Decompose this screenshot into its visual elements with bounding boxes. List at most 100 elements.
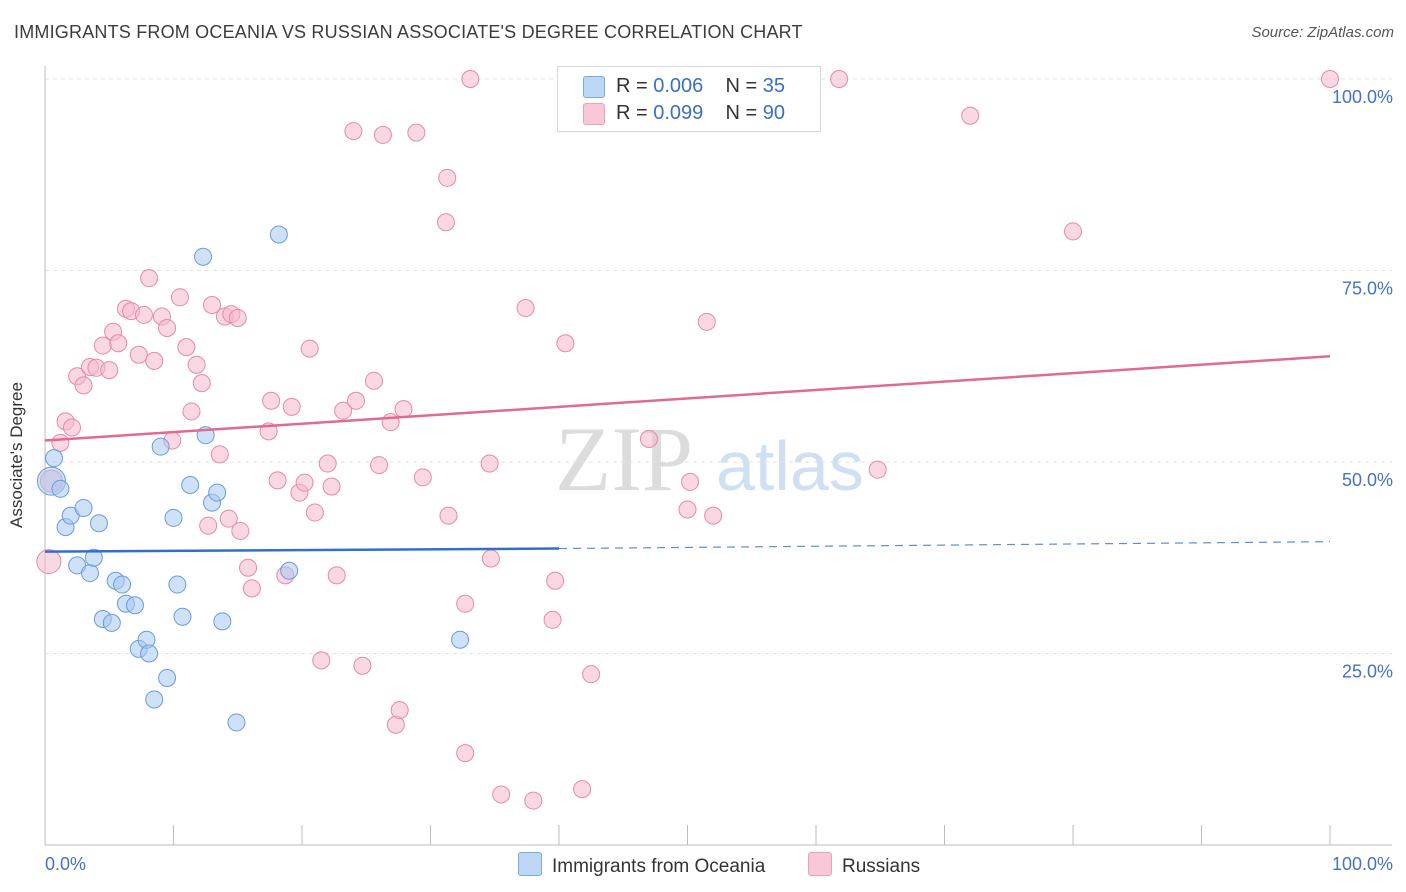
russians-point (370, 456, 389, 475)
russians-point (436, 213, 455, 232)
russians-point (327, 566, 346, 585)
russians-point (461, 70, 480, 88)
oceania-point (140, 644, 159, 663)
russians-point (109, 334, 128, 353)
russians-point (170, 288, 189, 307)
legend-n-value: 35 (762, 75, 786, 97)
oceania-point (194, 247, 213, 266)
russians-point (344, 122, 363, 141)
russians-point (158, 318, 177, 337)
russians-point (62, 418, 81, 437)
russians-point (239, 558, 258, 577)
legend-label-oceania: Immigrants from Oceania (552, 856, 766, 877)
russians-point (438, 168, 457, 187)
russians-point (74, 376, 93, 395)
correlation-legend: R = 0.006 N = 35 R = 0.099 N = 90 (557, 66, 821, 132)
oceania-point (44, 449, 63, 468)
russians-point (1064, 222, 1082, 241)
legend-r-label: R = (616, 102, 648, 124)
russians-point (556, 334, 575, 353)
y-tick-label: 50.0% (1342, 470, 1393, 490)
legend-n-label: N = (725, 102, 758, 124)
source-label: Source: ZipAtlas.com (1251, 24, 1394, 41)
oceania-point (164, 508, 183, 527)
y-tick-label: 100.0% (1332, 87, 1393, 107)
russians-point (364, 371, 383, 390)
russians-point (346, 391, 365, 410)
oceania-trend-line (44, 547, 560, 553)
oceania-point (158, 669, 177, 688)
russians-point (480, 454, 499, 473)
watermark-zip: ZIP (555, 408, 693, 510)
russians-point (868, 460, 887, 479)
russians-point (492, 785, 511, 804)
x-tick-label: 0.0% (45, 854, 86, 874)
russians-point (199, 516, 218, 535)
russians-point (1321, 70, 1339, 88)
oceania-point (181, 475, 200, 494)
oceania-point (213, 612, 232, 631)
russians-point (390, 701, 409, 720)
russians-point (231, 521, 250, 540)
russians-point (268, 471, 287, 490)
russians-point (456, 744, 475, 763)
legend-swatch-russians (808, 852, 832, 876)
russians-point (51, 433, 70, 452)
russians-point (413, 468, 432, 487)
russians-point (242, 579, 261, 598)
russians-point (456, 594, 475, 613)
oceania-point (102, 613, 121, 632)
russians-point (228, 308, 247, 327)
legend-label-russians: Russians (842, 856, 921, 877)
oceania-point (145, 690, 164, 709)
russians-point (192, 374, 211, 393)
russians-point (439, 506, 458, 525)
legend-n-label: N = (725, 75, 758, 97)
russians-point (134, 305, 153, 324)
oceania-point (151, 437, 170, 456)
oceania-point (74, 498, 93, 517)
oceania-point (208, 483, 227, 502)
legend-swatch-russians (583, 103, 605, 125)
oceania-point (125, 596, 144, 615)
russians-point (262, 391, 281, 410)
watermark: ZIP atlas (555, 408, 864, 510)
x-tick-label: 100.0% (1332, 854, 1393, 874)
legend-r-label: R = (616, 75, 648, 97)
russians-point (546, 571, 565, 590)
russians-point (961, 106, 980, 125)
russians-point (524, 791, 543, 810)
russians-point (210, 445, 229, 464)
russians-point (282, 397, 301, 416)
russians-point (295, 473, 314, 492)
russians-point (582, 665, 601, 684)
russians-point (573, 780, 592, 799)
russians-point (481, 549, 500, 568)
y-tick-label: 25.0% (1342, 662, 1393, 682)
oceania-point (227, 713, 246, 732)
oceania-point (84, 548, 103, 567)
oceania-point (89, 514, 108, 533)
russians-point (100, 361, 119, 380)
russians-point (697, 312, 716, 331)
russians-point (300, 339, 319, 358)
russians-point (639, 430, 658, 449)
oceania-point (451, 630, 470, 649)
oceania-point (51, 479, 70, 498)
russians-point (182, 402, 201, 421)
oceania-point (269, 225, 288, 244)
legend-n-value: 90 (762, 102, 786, 124)
legend-swatch-oceania (518, 852, 542, 876)
russians-point (516, 299, 535, 318)
russians-point (322, 477, 341, 496)
russians-point (312, 651, 331, 670)
russians-point (219, 509, 238, 528)
russians-point (318, 454, 337, 473)
russians-point (394, 400, 413, 419)
y-tick-label: 75.0% (1342, 279, 1393, 299)
russians-point (203, 295, 222, 314)
russians-point (187, 355, 206, 374)
russians-point (140, 269, 159, 288)
russians-point (334, 401, 353, 420)
